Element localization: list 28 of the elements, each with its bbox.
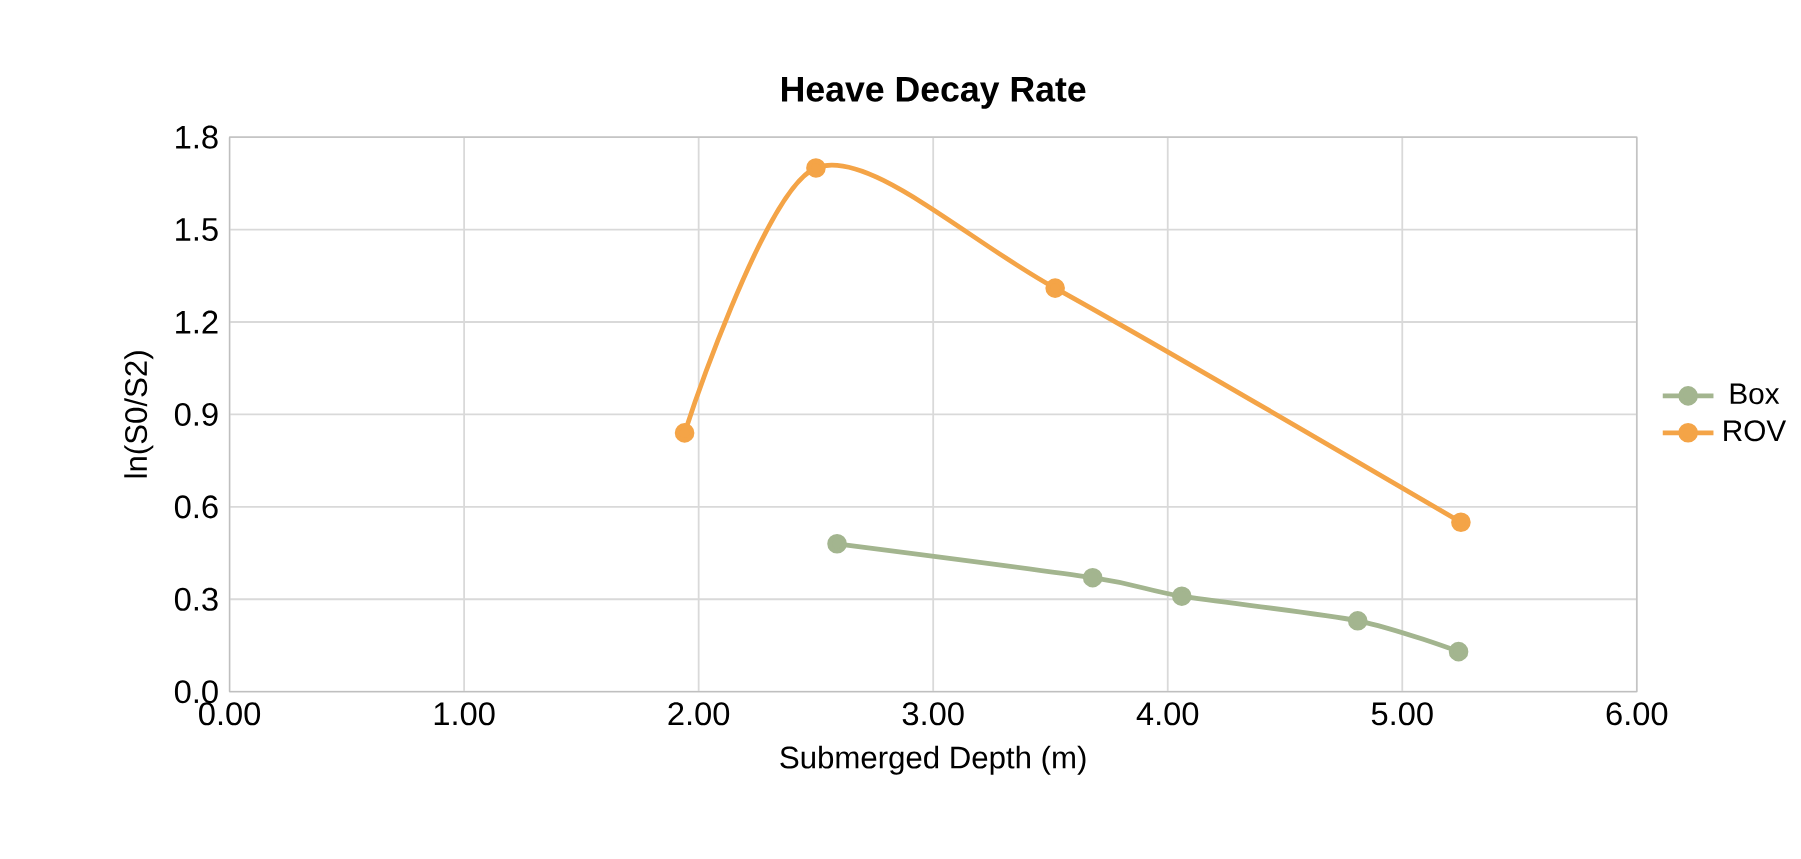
y-tick-label: 1.2	[176, 310, 218, 334]
x-axis-title: Submerged Depth (m)	[780, 745, 1086, 775]
point	[1082, 568, 1103, 588]
y-axis-title: ln(S0/S2)	[124, 351, 154, 478]
point	[1451, 512, 1471, 533]
x-tick-label: 3.00	[902, 702, 964, 726]
y-tick-label: 0.3	[174, 587, 218, 611]
point	[1045, 278, 1065, 299]
x-tick-label: 0.00	[199, 702, 261, 726]
chart-title: Heave Decay Rate	[782, 77, 1086, 110]
y-tick-label: 0.6	[174, 495, 218, 519]
y-tick-label: 1.8	[176, 125, 218, 149]
x-tick-label: 4.00	[1136, 702, 1199, 726]
legend-label: Box	[1730, 383, 1780, 405]
y-tick-label: 0.9	[174, 403, 218, 427]
point	[1347, 611, 1368, 631]
x-tick-label: 1.00	[434, 702, 495, 726]
point	[1172, 586, 1192, 607]
y-tick-label: 0.0	[174, 680, 218, 704]
x-tick-label: 2.00	[668, 702, 730, 726]
legend-label: ROV	[1724, 420, 1787, 442]
point	[674, 423, 695, 443]
y-tick-label: 1.5	[176, 218, 218, 242]
point	[806, 158, 826, 178]
point	[827, 534, 847, 554]
x-tick-label: 5.00	[1371, 702, 1433, 726]
x-tick-label: 6.00	[1606, 702, 1668, 726]
point	[1448, 641, 1469, 662]
